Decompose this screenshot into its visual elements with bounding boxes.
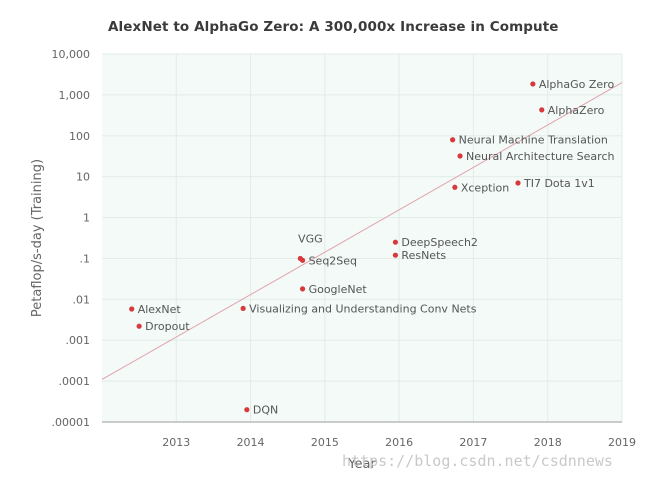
point-label-resnets: ResNets: [401, 249, 446, 262]
point-label-dropout: Dropout: [145, 320, 190, 333]
y-tick-label: 1: [83, 212, 90, 225]
point-alphago-zero: [530, 81, 536, 87]
x-tick-label: 2013: [162, 436, 190, 449]
x-tick-label: 2015: [311, 436, 339, 449]
y-axis-title: Petaflop/s-day (Training): [30, 159, 45, 317]
y-tick-label: .01: [73, 293, 91, 306]
point-label-ti7-dota-1v1: TI7 Dota 1v1: [523, 177, 595, 190]
point-ti7-dota-1v1: [515, 180, 521, 186]
x-tick-label: 2016: [385, 436, 413, 449]
plot-background: [102, 54, 622, 422]
trend-line: [101, 82, 623, 380]
x-tick-label: 2014: [237, 436, 265, 449]
point-alexnet: [129, 306, 135, 312]
point-dqn: [244, 407, 250, 413]
point-label-dqn: DQN: [253, 404, 278, 417]
y-tick-label: .001: [66, 334, 91, 347]
y-tick-label: .1: [80, 252, 91, 265]
y-tick-label: 10,000: [52, 48, 91, 61]
y-tick-label: .00001: [52, 416, 91, 429]
point-label-alexnet: AlexNet: [138, 303, 182, 316]
point-label-alphago-zero: AlphaGo Zero: [539, 78, 615, 91]
y-tick-label: 10: [76, 171, 90, 184]
point-googlenet: [299, 286, 306, 292]
trend-layer: [101, 82, 623, 380]
point-vgg: [297, 255, 303, 262]
point-label-xception: Xception: [461, 181, 509, 194]
y-tick-label: 1,000: [59, 89, 91, 102]
point-label-deepspeech2: DeepSpeech2: [401, 236, 478, 249]
point-label-visualizing-and-understanding-conv-nets: Visualizing and Understanding Conv Nets: [249, 302, 477, 315]
point-label-neural-machine-translation: Neural Machine Translation: [459, 134, 608, 147]
point-label-alphazero: AlphaZero: [548, 104, 605, 117]
data-points: AlexNet Dropout DQN Visualizing and Underst…: [129, 78, 614, 417]
x-tick-label: 2017: [459, 436, 487, 449]
point-label-googlenet: GoogleNet: [309, 283, 368, 296]
x-axis-title: Year: [347, 457, 376, 472]
point-deepspeech2: [392, 239, 399, 245]
point-dropout: [136, 323, 142, 329]
point-neural-architecture-search: [457, 153, 463, 159]
y-tick-label: 100: [69, 130, 90, 143]
watermark: https://blog.csdn.net/csdnnews: [342, 452, 613, 470]
point-label-vgg: VGG: [298, 232, 323, 245]
x-tick-label: 2018: [534, 436, 562, 449]
y-tick-label: .0001: [59, 375, 91, 388]
x-tick-label: 2019: [608, 436, 636, 449]
point-neural-machine-translation: [450, 137, 456, 143]
axes: .00001 .0001 .001 .01 .1 1 10 100 1,000 10,000 201…: [52, 48, 637, 449]
point-resnets: [392, 252, 399, 258]
point-xception: [452, 184, 458, 190]
point-label-seq2seq: Seq2Seq: [309, 254, 357, 267]
chart-title: AlexNet to AlphaGo Zero: A 300,000x Incr…: [108, 19, 559, 35]
point-label-neural-architecture-search: Neural Architecture Search: [466, 150, 614, 163]
point-visualizing-and-understanding-conv-nets: [240, 305, 246, 312]
point-alphazero: [539, 107, 545, 113]
